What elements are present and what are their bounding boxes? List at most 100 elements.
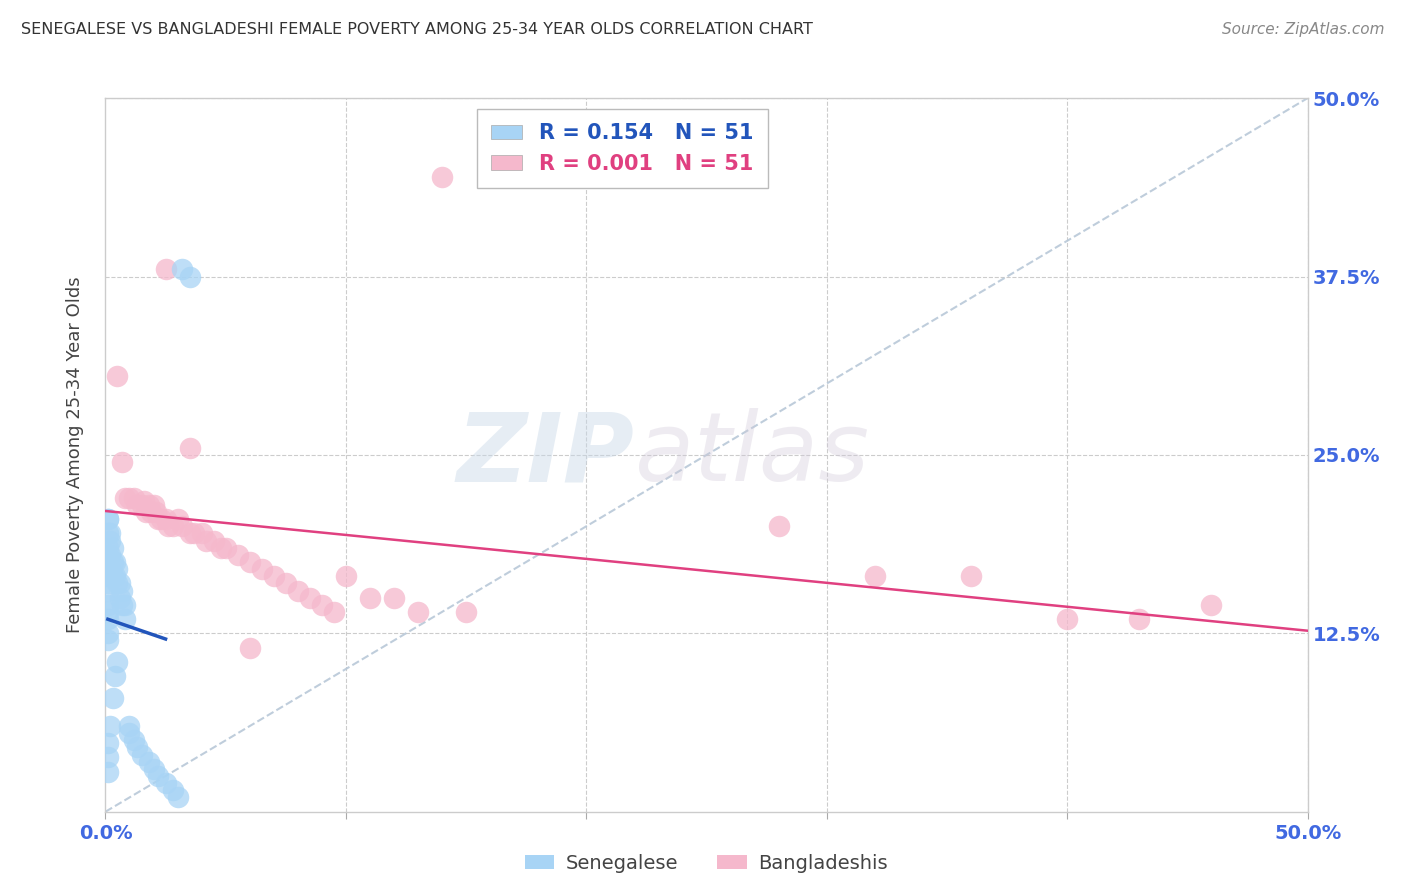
Point <box>104 569 127 583</box>
Point <box>183 526 205 541</box>
Point <box>97 750 120 764</box>
Point <box>107 562 129 576</box>
Point <box>335 569 357 583</box>
Point <box>124 491 146 505</box>
Point <box>107 576 129 591</box>
Point <box>107 369 129 384</box>
Point <box>311 598 333 612</box>
Point <box>1201 598 1223 612</box>
Point <box>179 441 201 455</box>
Point <box>114 491 136 505</box>
Point <box>142 762 165 776</box>
Point <box>195 533 218 548</box>
Point <box>114 612 136 626</box>
Point <box>125 498 148 512</box>
Point <box>98 562 121 576</box>
Point <box>263 569 285 583</box>
Point <box>97 633 120 648</box>
Point <box>145 505 167 519</box>
Point <box>131 498 153 512</box>
Point <box>107 655 129 669</box>
Point <box>250 562 273 576</box>
Point <box>148 769 170 783</box>
Point <box>131 747 153 762</box>
Point <box>97 541 120 555</box>
Point <box>226 548 249 562</box>
Point <box>382 591 405 605</box>
Point <box>155 776 177 790</box>
Point <box>97 512 120 526</box>
Point <box>139 505 162 519</box>
Point <box>190 526 212 541</box>
Point <box>430 169 453 184</box>
Point <box>118 491 141 505</box>
Point <box>104 669 127 683</box>
Point <box>98 569 121 583</box>
Point <box>179 269 201 284</box>
Point <box>101 690 124 705</box>
Point <box>179 526 201 541</box>
Point <box>108 576 131 591</box>
Point <box>149 512 172 526</box>
Point <box>104 555 127 569</box>
Point <box>98 526 121 541</box>
Point <box>863 569 886 583</box>
Point <box>768 519 790 533</box>
Point <box>101 541 124 555</box>
Point <box>97 626 120 640</box>
Point <box>322 605 344 619</box>
Point <box>138 498 160 512</box>
Point <box>101 569 124 583</box>
Text: ZIP: ZIP <box>457 409 634 501</box>
Point <box>162 519 184 533</box>
Point <box>209 541 232 555</box>
Point <box>97 576 120 591</box>
Point <box>125 740 148 755</box>
Point <box>1128 612 1150 626</box>
Point <box>111 598 134 612</box>
Point <box>202 533 225 548</box>
Point <box>114 598 136 612</box>
Point <box>454 605 477 619</box>
Point <box>97 598 120 612</box>
Point <box>101 555 124 569</box>
Point <box>172 519 194 533</box>
Point <box>98 533 121 548</box>
Point <box>97 612 120 626</box>
Point <box>166 790 188 805</box>
Point <box>97 569 120 583</box>
Point <box>118 726 141 740</box>
Point <box>97 736 120 750</box>
Point <box>98 548 121 562</box>
Point <box>239 555 262 569</box>
Point <box>138 755 160 769</box>
Point <box>142 498 165 512</box>
Point <box>97 583 120 598</box>
Text: Source: ZipAtlas.com: Source: ZipAtlas.com <box>1222 22 1385 37</box>
Point <box>274 576 297 591</box>
Y-axis label: Female Poverty Among 25-34 Year Olds: Female Poverty Among 25-34 Year Olds <box>66 277 84 633</box>
Point <box>118 719 141 733</box>
Point <box>359 591 381 605</box>
Point <box>155 512 177 526</box>
Point <box>111 583 134 598</box>
Point <box>135 505 157 519</box>
Point <box>162 783 184 797</box>
Point <box>1056 612 1078 626</box>
Point <box>960 569 983 583</box>
Point <box>155 262 177 277</box>
Point <box>132 493 155 508</box>
Point <box>97 555 120 569</box>
Text: SENEGALESE VS BANGLADESHI FEMALE POVERTY AMONG 25-34 YEAR OLDS CORRELATION CHART: SENEGALESE VS BANGLADESHI FEMALE POVERTY… <box>21 22 813 37</box>
Point <box>98 719 121 733</box>
Point <box>298 591 321 605</box>
Point <box>166 512 188 526</box>
Point <box>239 640 262 655</box>
Point <box>97 512 120 526</box>
Point <box>97 526 120 541</box>
Point <box>148 512 170 526</box>
Point <box>287 583 309 598</box>
Point <box>108 591 131 605</box>
Point <box>97 605 120 619</box>
Point <box>97 764 120 779</box>
